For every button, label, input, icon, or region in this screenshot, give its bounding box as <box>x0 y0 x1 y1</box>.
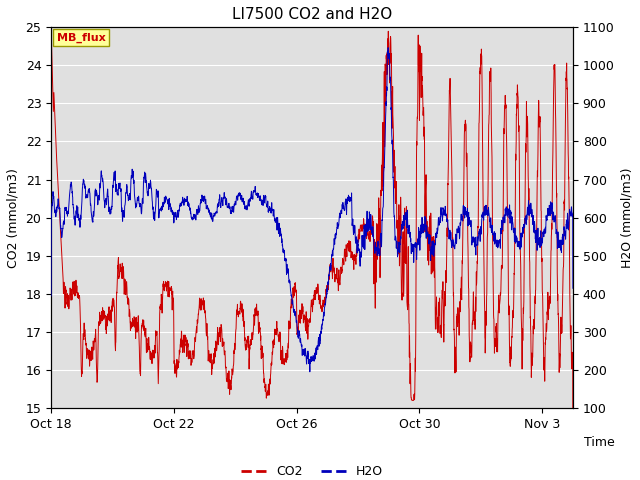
X-axis label: Time: Time <box>584 436 614 449</box>
Title: LI7500 CO2 and H2O: LI7500 CO2 and H2O <box>232 7 392 22</box>
Text: MB_flux: MB_flux <box>57 33 106 43</box>
Y-axis label: CO2 (mmol/m3): CO2 (mmol/m3) <box>7 168 20 267</box>
Y-axis label: H2O (mmol/m3): H2O (mmol/m3) <box>620 168 633 268</box>
Legend: CO2, H2O: CO2, H2O <box>236 460 388 480</box>
